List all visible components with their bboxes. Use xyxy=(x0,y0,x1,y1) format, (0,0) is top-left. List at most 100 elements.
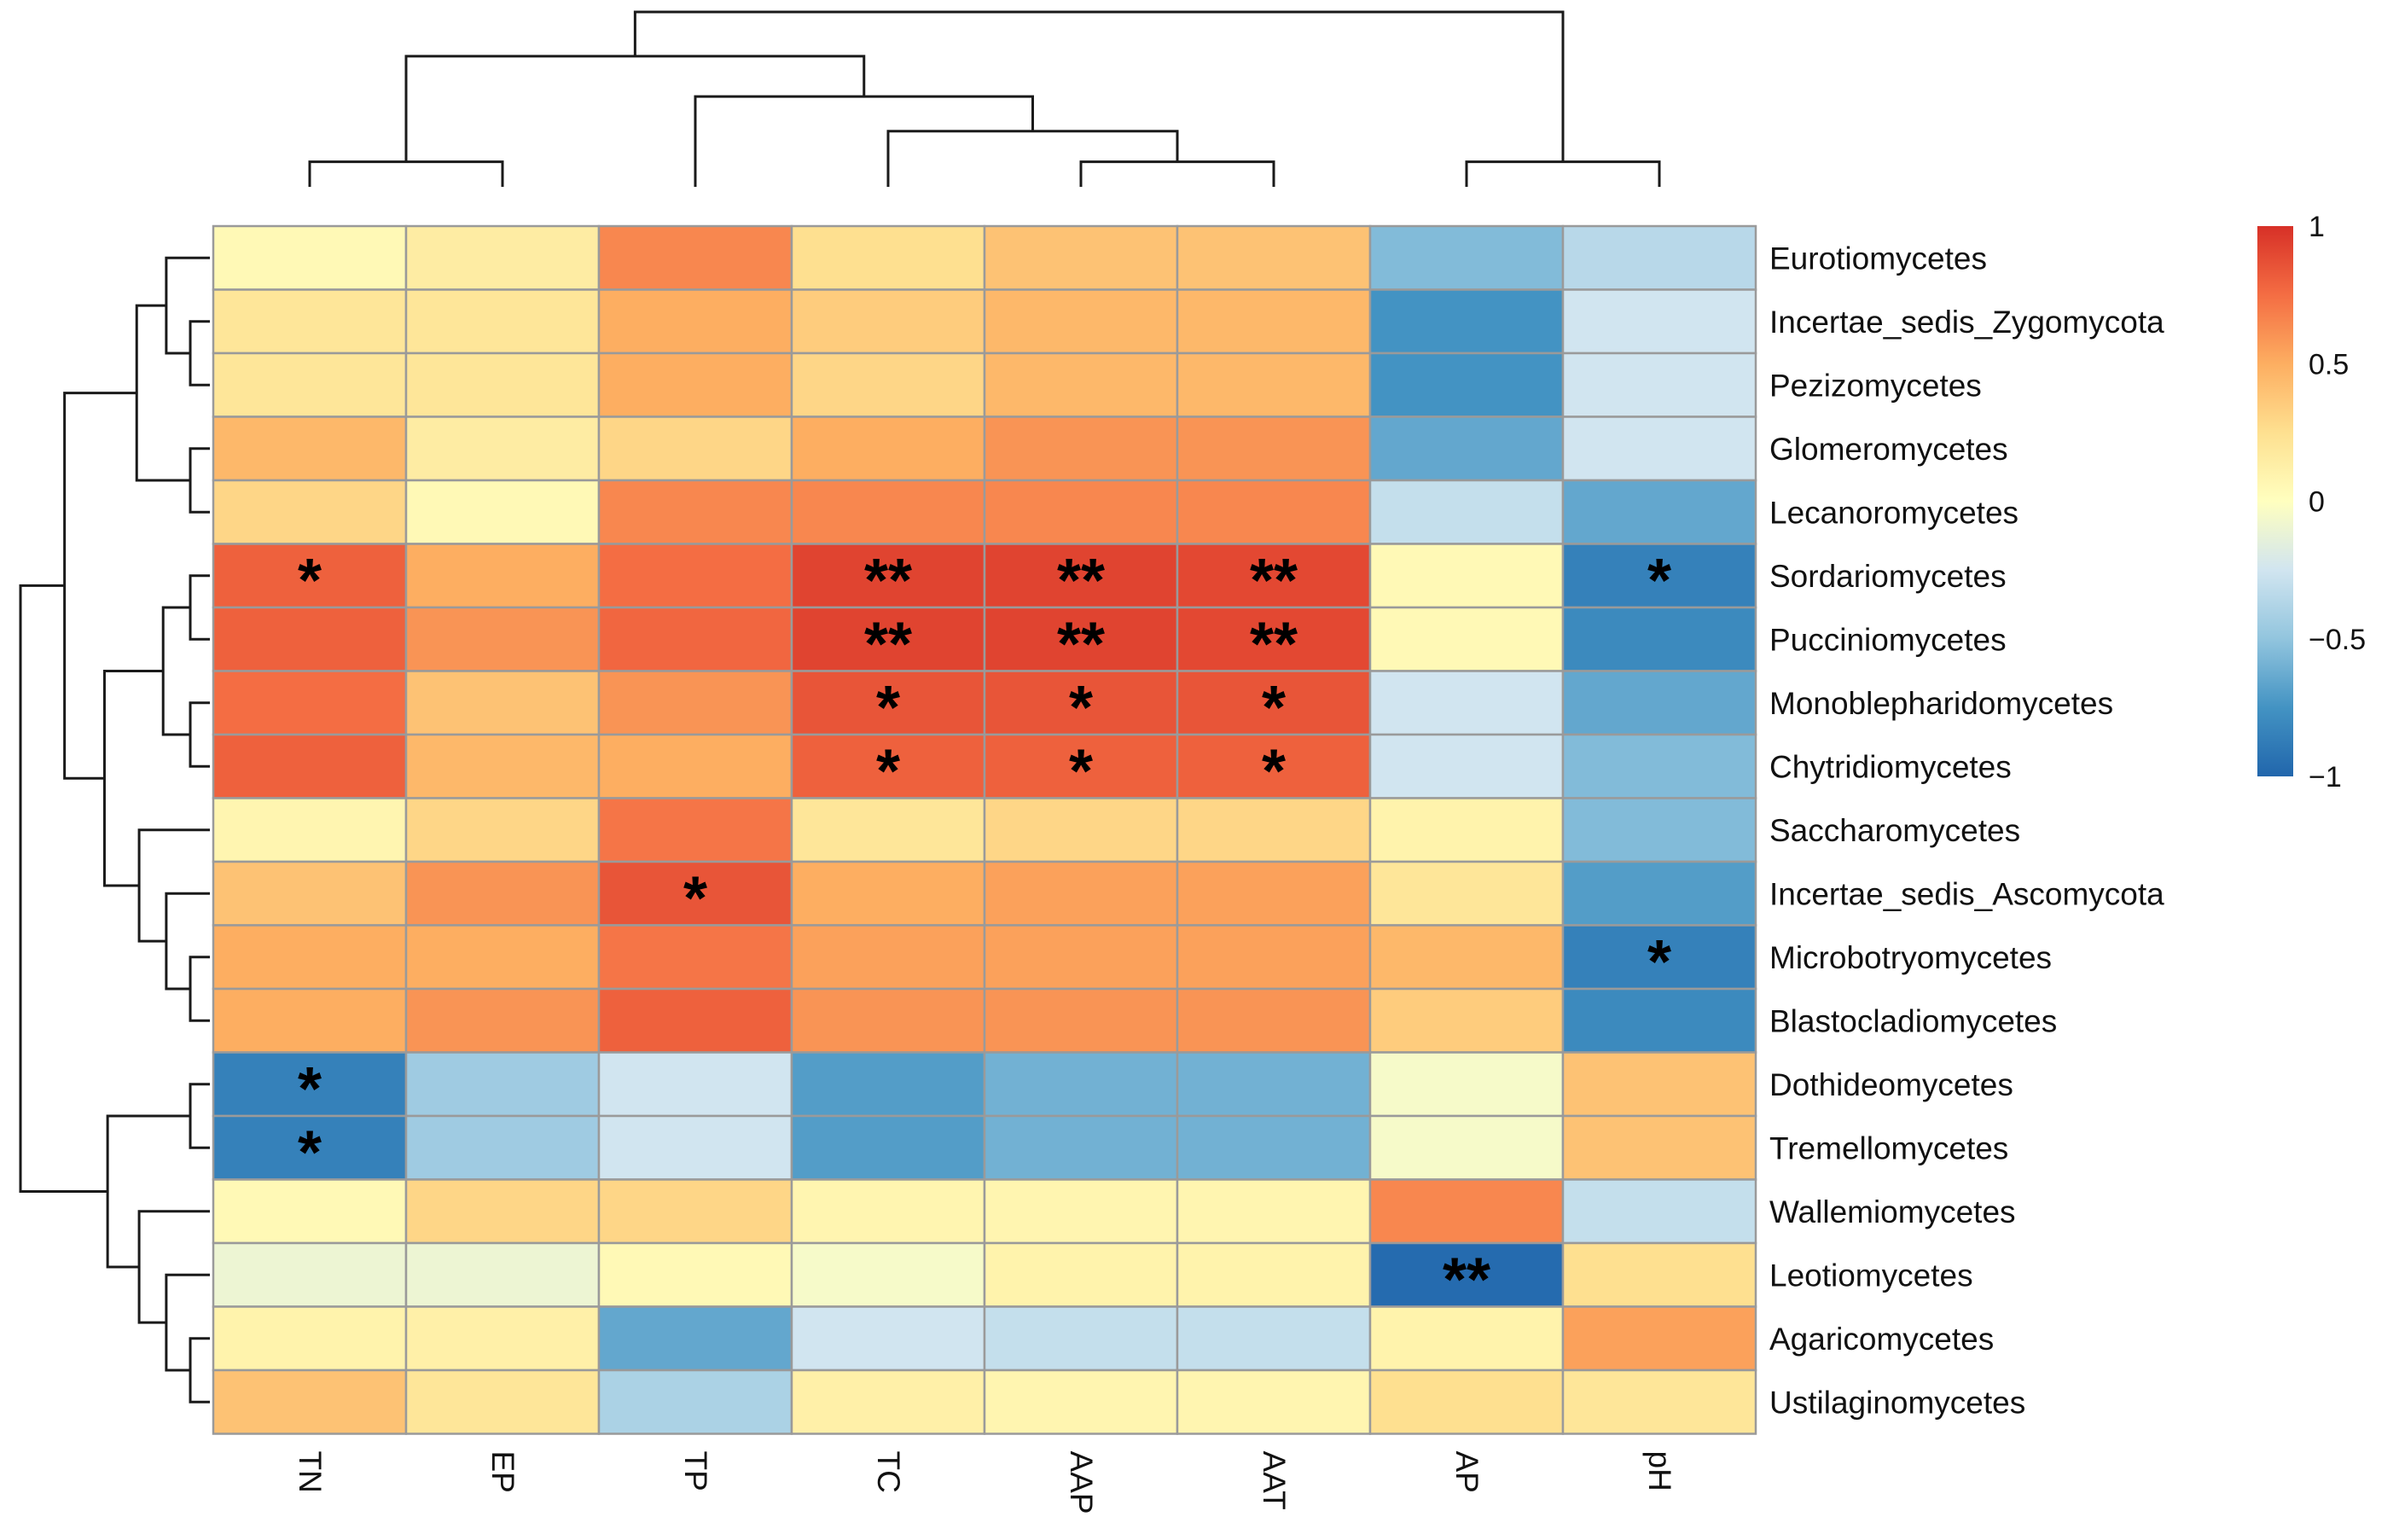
row-label: Saccharomycetes xyxy=(1769,813,2020,848)
heatmap-cell-Lecanoromycetes-TN xyxy=(212,479,408,545)
dendrogram-branch xyxy=(189,320,210,386)
heatmap-cell-Glomeromycetes-pH xyxy=(1561,416,1757,482)
heatmap-cell-Pucciniomycetes-TC xyxy=(790,606,986,672)
dendrogram-branch xyxy=(19,584,108,1193)
heatmap-cell-Incertae_sedis_Ascomycota-AP xyxy=(1368,860,1565,927)
legend-color-bar xyxy=(2257,226,2293,776)
heatmap-cell-Glomeromycetes-AAT xyxy=(1176,416,1372,482)
heatmap-cell-Pucciniomycetes-AP xyxy=(1368,606,1565,672)
heatmap-cell-Blastocladiomycetes-TC xyxy=(790,987,986,1054)
dendrogram-branch xyxy=(137,1210,210,1324)
heatmap-cell-Eurotiomycetes-pH xyxy=(1561,224,1757,291)
row-label: Glomeromycetes xyxy=(1769,432,2008,467)
heatmap-cell-Saccharomycetes-pH xyxy=(1561,797,1757,863)
significance-mark: * xyxy=(1262,674,1286,742)
row-label: Pucciniomycetes xyxy=(1769,622,2007,657)
column-label: pH xyxy=(1642,1451,1677,1491)
heatmap-cell-Incertae_sedis_Zygomycota-AAT xyxy=(1176,288,1372,355)
significance-mark: * xyxy=(1069,674,1093,742)
heatmap-cell-Tremellomycetes-TN xyxy=(212,1114,408,1181)
heatmap-cell-Monoblepharidomycetes-pH xyxy=(1561,670,1757,736)
heatmap-cell-Monoblepharidomycetes-TC xyxy=(790,670,986,736)
significance-mark: ** xyxy=(1057,610,1105,678)
heatmap-cell-Sordariomycetes-EP xyxy=(404,543,601,609)
heatmap-cell-Agaricomycetes-EP xyxy=(404,1305,601,1372)
dendrogram-branch xyxy=(189,574,210,641)
heatmap-cell-Incertae_sedis_Ascomycota-TN xyxy=(212,860,408,927)
row-label: Sordariomycetes xyxy=(1769,559,2007,594)
heatmap-cell-Lecanoromycetes-TP xyxy=(597,479,793,545)
heatmap-cell-Lecanoromycetes-pH xyxy=(1561,479,1757,545)
heatmap-cell-Blastocladiomycetes-TP xyxy=(597,987,793,1054)
column-dendrogram xyxy=(308,10,1661,187)
heatmap-cell-Ustilaginomycetes-AAT xyxy=(1176,1369,1372,1435)
heatmap-cell-Tremellomycetes-pH xyxy=(1561,1114,1757,1181)
heatmap-cell-Lecanoromycetes-AAT xyxy=(1176,479,1372,545)
dendrogram-branch xyxy=(1465,160,1661,187)
heatmap-cell-Microbotryomycetes-EP xyxy=(404,924,601,991)
heatmap-cell-Ustilaginomycetes-AAP xyxy=(983,1369,1179,1435)
heatmap-cell-Leotiomycetes-AP xyxy=(1368,1241,1565,1308)
heatmap-cell-Monoblepharidomycetes-EP xyxy=(404,670,601,736)
heatmap-cell-Blastocladiomycetes-AAT xyxy=(1176,987,1372,1054)
dendrogram-branch xyxy=(165,1273,210,1372)
row-label: Lecanoromycetes xyxy=(1769,495,2019,530)
heatmap-cell-Eurotiomycetes-AAT xyxy=(1176,224,1372,291)
heatmap-cell-Incertae_sedis_Zygomycota-AAP xyxy=(983,288,1179,355)
heatmap-cell-Glomeromycetes-EP xyxy=(404,416,601,482)
heatmap-cell-Eurotiomycetes-TC xyxy=(790,224,986,291)
heatmap-cell-Incertae_sedis_Ascomycota-AAT xyxy=(1176,860,1372,927)
heatmap-cell-Dothideomycetes-AAP xyxy=(983,1051,1179,1118)
dendrogram-branch xyxy=(63,392,137,780)
significance-mark: ** xyxy=(1250,547,1298,615)
heatmap-cell-Leotiomycetes-AAT xyxy=(1176,1241,1372,1308)
color-legend: 1 0.5 0 −0.5 −1 xyxy=(2257,211,2366,793)
column-label: AP xyxy=(1449,1451,1484,1493)
heatmap-cell-Glomeromycetes-TN xyxy=(212,416,408,482)
heatmap-cell-Monoblepharidomycetes-AAT xyxy=(1176,670,1372,736)
heatmap-cell-Agaricomycetes-AAP xyxy=(983,1305,1179,1372)
significance-mark: ** xyxy=(1057,547,1105,615)
heatmap-cell-Tremellomycetes-TC xyxy=(790,1114,986,1181)
heatmap-cell-Pezizomycetes-AAT xyxy=(1176,352,1372,418)
significance-mark: * xyxy=(298,547,322,615)
heatmap-cell-Pezizomycetes-EP xyxy=(404,352,601,418)
dendrogram-branch xyxy=(189,447,210,514)
dendrogram-branch xyxy=(694,95,1034,187)
significance-mark: * xyxy=(298,1119,322,1187)
heatmap-cell-Saccharomycetes-AAT xyxy=(1176,797,1372,863)
heatmap-cell-Ustilaginomycetes-TN xyxy=(212,1369,408,1435)
dendrogram-branch xyxy=(135,304,191,482)
heatmap-cell-Dothideomycetes-TP xyxy=(597,1051,793,1118)
heatmap-cell-Ustilaginomycetes-AP xyxy=(1368,1369,1565,1435)
heatmap-cell-Dothideomycetes-AAT xyxy=(1176,1051,1372,1118)
row-label: Ustilaginomycetes xyxy=(1769,1385,2025,1420)
significance-mark: * xyxy=(876,737,900,805)
heatmap-cell-Lecanoromycetes-TC xyxy=(790,479,986,545)
heatmap-cell-Saccharomycetes-AP xyxy=(1368,797,1565,863)
heatmap-cell-Saccharomycetes-TN xyxy=(212,797,408,863)
heatmap-cell-Wallemiomycetes-AP xyxy=(1368,1178,1565,1245)
dendrogram-branch xyxy=(189,1337,210,1403)
heatmap-cell-Leotiomycetes-TP xyxy=(597,1241,793,1308)
heatmap-cell-Pezizomycetes-TP xyxy=(597,352,793,418)
heatmap-cell-Pucciniomycetes-TP xyxy=(597,606,793,672)
heatmap-cell-Incertae_sedis_Zygomycota-TN xyxy=(212,288,408,355)
dendrogram-branch xyxy=(161,606,191,736)
dendrogram-branch xyxy=(886,130,1179,187)
heatmap-cell-Incertae_sedis_Zygomycota-TP xyxy=(597,288,793,355)
heatmap-cell-Chytridiomycetes-EP xyxy=(404,733,601,799)
heatmap-cell-Incertae_sedis_Ascomycota-AAP xyxy=(983,860,1179,927)
column-label: TN xyxy=(293,1451,328,1493)
heatmap-cell-Leotiomycetes-EP xyxy=(404,1241,601,1308)
heatmap-cell-Monoblepharidomycetes-AAP xyxy=(983,670,1179,736)
heatmap-cell-Blastocladiomycetes-AAP xyxy=(983,987,1179,1054)
heatmap-cell-Incertae_sedis_Zygomycota-TC xyxy=(790,288,986,355)
column-label: TC xyxy=(871,1451,906,1493)
heatmap-cell-Agaricomycetes-TP xyxy=(597,1305,793,1372)
heatmap-cell-Tremellomycetes-AAT xyxy=(1176,1114,1372,1181)
heatmap-cell-Microbotryomycetes-AAP xyxy=(983,924,1179,991)
significance-mark: ** xyxy=(1250,610,1298,678)
heatmap-cell-Microbotryomycetes-AP xyxy=(1368,924,1565,991)
significance-mark: ** xyxy=(1443,1246,1490,1314)
